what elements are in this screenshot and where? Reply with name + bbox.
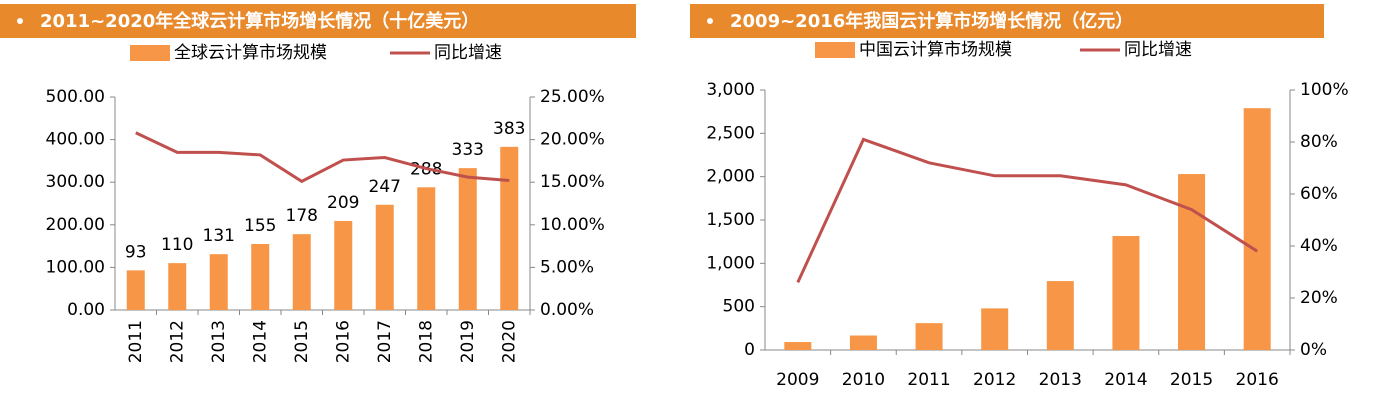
x-tick-label: 2015 bbox=[1170, 370, 1213, 390]
x-tick-label: 2015 bbox=[292, 320, 312, 363]
legend-label: 全球云计算市场规模 bbox=[174, 43, 327, 63]
legend-label: 同比增速 bbox=[434, 43, 502, 63]
data-label: 383 bbox=[493, 119, 525, 139]
growth-line bbox=[135, 131, 510, 184]
y-tick-label: 0 bbox=[744, 340, 755, 360]
y-tick-label: 2,500 bbox=[706, 123, 755, 143]
chart-title: 2011~2020年全球云计算市场增长情况（十亿美元） bbox=[40, 10, 479, 32]
bar bbox=[1243, 108, 1271, 350]
x-tick-label: 2017 bbox=[375, 320, 395, 363]
y2-tick-label: 40% bbox=[1300, 236, 1338, 256]
y-tick-label: 0.00 bbox=[67, 300, 105, 320]
x-tick-label: 2012 bbox=[973, 370, 1016, 390]
x-tick-label: 2013 bbox=[1039, 370, 1082, 390]
x-tick-label: 2012 bbox=[167, 320, 187, 363]
x-tick-label: 2014 bbox=[250, 320, 270, 363]
x-tick-label: 2016 bbox=[333, 320, 353, 363]
bar bbox=[168, 263, 187, 310]
data-label: 93 bbox=[125, 242, 147, 262]
y2-tick-label: 15.00% bbox=[540, 172, 605, 192]
bar bbox=[417, 187, 436, 310]
bullet bbox=[17, 18, 23, 24]
bar bbox=[334, 220, 353, 310]
x-tick-label: 2009 bbox=[776, 370, 819, 390]
y-tick-label: 200.00 bbox=[46, 215, 105, 235]
y2-tick-label: 10.00% bbox=[540, 215, 605, 235]
legend-label: 同比增速 bbox=[1124, 40, 1192, 60]
chart-title: 2009~2016年我国云计算市场增长情况（亿元） bbox=[730, 10, 1133, 32]
x-tick-label: 2011 bbox=[907, 370, 950, 390]
x-tick-label: 2014 bbox=[1104, 370, 1147, 390]
y2-tick-label: 20% bbox=[1300, 288, 1338, 308]
data-label: 155 bbox=[244, 216, 276, 236]
y-tick-label: 2,000 bbox=[706, 167, 755, 187]
bar bbox=[849, 335, 877, 350]
y2-tick-label: 80% bbox=[1300, 132, 1338, 152]
bar bbox=[209, 254, 228, 310]
y-tick-label: 100.00 bbox=[46, 257, 105, 277]
header-bar bbox=[690, 4, 1324, 38]
data-label: 333 bbox=[452, 140, 484, 160]
x-tick-label: 2018 bbox=[416, 320, 436, 363]
x-tick-label: 2019 bbox=[458, 320, 478, 363]
bar bbox=[981, 308, 1009, 350]
legend-label: 中国云计算市场规模 bbox=[859, 40, 1012, 60]
x-tick-label: 2016 bbox=[1236, 370, 1279, 390]
y2-tick-label: 0.00% bbox=[540, 300, 594, 320]
data-label: 110 bbox=[161, 235, 193, 255]
header-bar bbox=[0, 4, 636, 38]
y-tick-label: 500 bbox=[723, 297, 755, 317]
bar bbox=[126, 270, 145, 310]
bar bbox=[1178, 174, 1206, 350]
y-tick-label: 500.00 bbox=[46, 87, 105, 107]
y-tick-label: 300.00 bbox=[46, 172, 105, 192]
bar bbox=[915, 323, 943, 350]
x-tick-label: 2020 bbox=[499, 320, 519, 363]
y2-tick-label: 100% bbox=[1300, 80, 1349, 100]
y2-tick-label: 60% bbox=[1300, 184, 1338, 204]
data-label: 209 bbox=[327, 193, 359, 213]
y-tick-label: 1,500 bbox=[706, 210, 755, 230]
bar bbox=[784, 342, 812, 350]
bar bbox=[375, 204, 394, 310]
bar bbox=[1046, 281, 1074, 350]
bullet bbox=[707, 18, 713, 24]
y2-tick-label: 0% bbox=[1300, 340, 1327, 360]
growth-line bbox=[796, 137, 1258, 284]
legend-swatch bbox=[815, 42, 855, 58]
y2-tick-label: 25.00% bbox=[540, 87, 605, 107]
data-label: 247 bbox=[369, 177, 401, 197]
bar bbox=[500, 146, 519, 310]
x-tick-label: 2011 bbox=[126, 320, 146, 363]
bar bbox=[251, 243, 270, 310]
x-tick-label: 2013 bbox=[209, 320, 229, 363]
y-tick-label: 3,000 bbox=[706, 80, 755, 100]
data-label: 131 bbox=[203, 226, 235, 246]
bar bbox=[458, 168, 477, 310]
x-tick-label: 2010 bbox=[842, 370, 885, 390]
y-tick-label: 1,000 bbox=[706, 253, 755, 273]
legend-swatch bbox=[130, 45, 170, 61]
bar bbox=[1112, 236, 1140, 350]
data-label: 178 bbox=[286, 206, 318, 226]
y-tick-label: 400.00 bbox=[46, 130, 105, 150]
y2-tick-label: 5.00% bbox=[540, 257, 594, 277]
y2-tick-label: 20.00% bbox=[540, 130, 605, 150]
bar bbox=[292, 234, 311, 310]
